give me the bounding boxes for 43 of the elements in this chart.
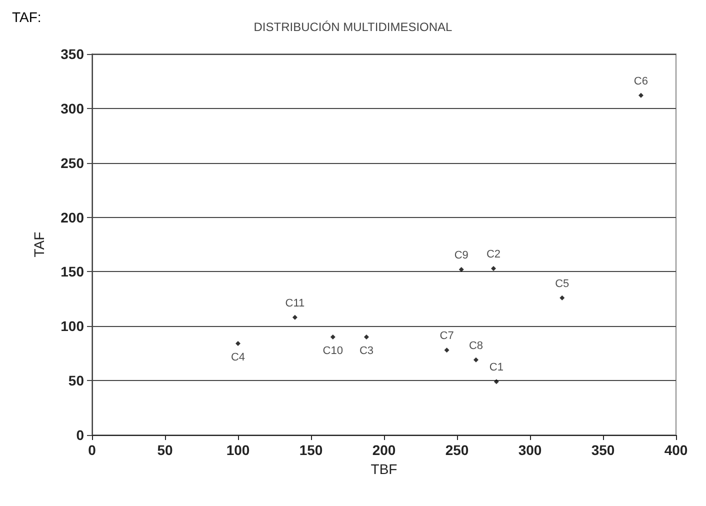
data-label: C4 [230, 352, 246, 364]
data-label: C8 [468, 340, 484, 352]
point [444, 348, 450, 353]
point [364, 334, 369, 340]
point [330, 334, 336, 340]
data-label: C5 [555, 278, 570, 290]
x-tick-label: 100 [226, 442, 250, 458]
y-tick-label: 350 [60, 46, 84, 62]
data-label: C2 [486, 248, 501, 260]
x-axis-title: TBF [370, 460, 398, 477]
data-label: C7 [440, 330, 454, 342]
y-tick-label: 250 [60, 154, 84, 171]
y-axis-title: TAF [31, 232, 47, 258]
y-tick-label: 300 [60, 100, 84, 116]
x-tick-label: 300 [518, 442, 542, 458]
x-tick-label: 0 [88, 442, 96, 458]
y-tick-label: 0 [76, 427, 84, 443]
x-tick-label: 250 [445, 442, 469, 458]
data-label: C11 [285, 297, 305, 310]
point [473, 357, 478, 362]
x-tick-label: 200 [372, 442, 396, 458]
data-label: C9 [454, 250, 468, 262]
data-label: C1 [489, 362, 504, 374]
point [292, 314, 298, 320]
y-tick-label: 50 [68, 372, 84, 389]
y-tick-label: 150 [60, 264, 84, 280]
point [638, 92, 644, 98]
point [236, 341, 240, 346]
data-label: C6 [634, 75, 648, 88]
point [491, 266, 496, 271]
point [458, 267, 464, 272]
y-tick-label: 100 [60, 318, 84, 334]
chart-title: DISTRIBUCIÓN MULTIDIMESIONAL [254, 20, 453, 34]
x-tick-label: 50 [157, 442, 173, 458]
x-tick-label: 400 [664, 442, 688, 458]
text: TAF: [12, 9, 42, 25]
data-label: C10 [322, 345, 343, 358]
y-tick-label: 200 [60, 209, 84, 226]
x-tick-label: 150 [299, 442, 323, 458]
point [560, 295, 565, 300]
point [494, 379, 499, 384]
x-tick-label: 350 [591, 442, 615, 458]
data-label: C3 [359, 345, 374, 358]
